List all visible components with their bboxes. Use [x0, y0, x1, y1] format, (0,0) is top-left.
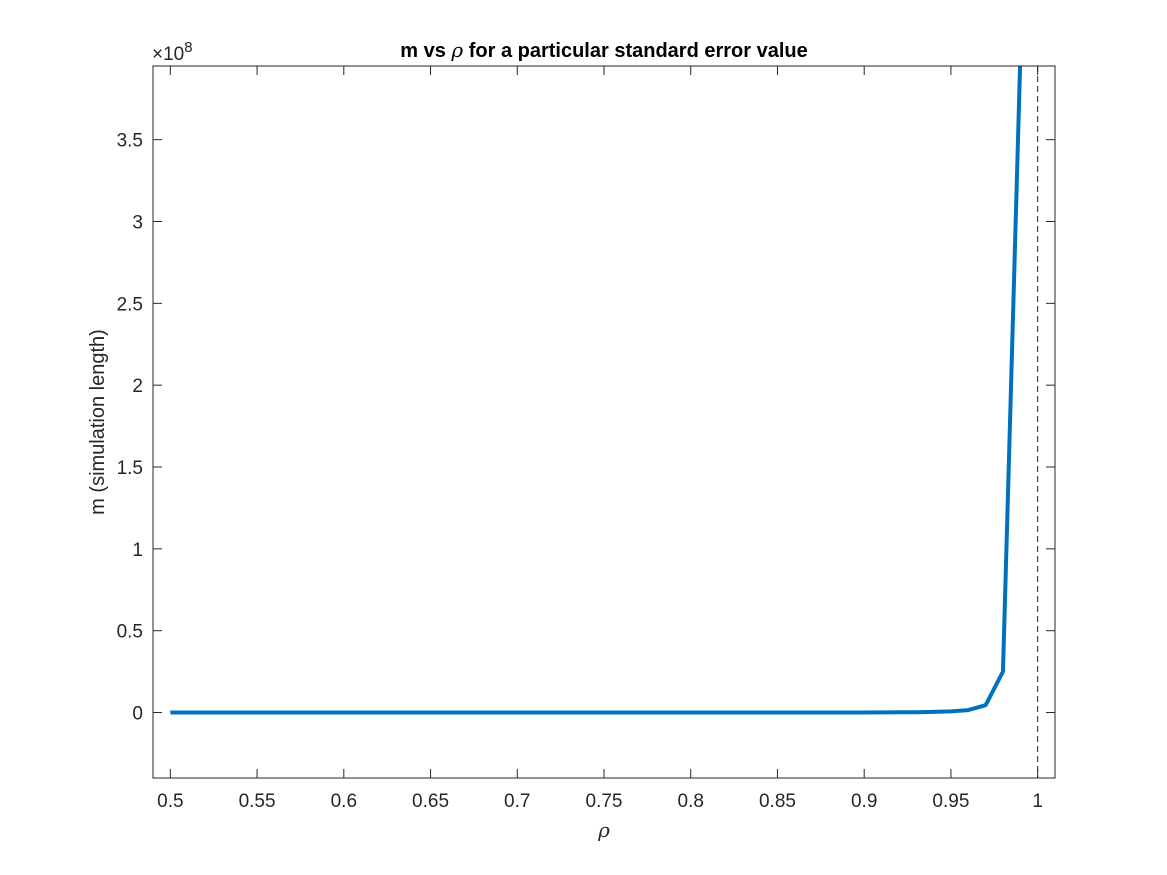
- x-tick-label: 0.85: [759, 791, 796, 812]
- y-tick-label: 1.5: [117, 458, 143, 479]
- y-tick-label: 0: [132, 704, 143, 725]
- x-tick-label: 0.8: [678, 791, 704, 812]
- y-axis-label: m (simulation length): [87, 329, 109, 515]
- x-tick-label: 0.55: [239, 791, 276, 812]
- y-tick-label: 3: [132, 212, 143, 233]
- x-tick-label: 0.6: [331, 791, 357, 812]
- y-exponent-power: 8: [184, 39, 192, 56]
- x-tick-label: 1: [1032, 791, 1043, 812]
- title-rho-symbol: ρ: [450, 38, 463, 62]
- x-tick-label: 0.95: [932, 791, 969, 812]
- y-tick-label: 2: [132, 376, 143, 397]
- x-axis-label: ρ: [597, 818, 610, 842]
- x-tick-label: 0.65: [412, 791, 449, 812]
- chart-title: m vs ρ for a particular standard error v…: [400, 38, 807, 62]
- x-tick-label: 0.7: [504, 791, 530, 812]
- axes-box: [152, 65, 1056, 779]
- series-line: [170, 66, 1023, 715]
- x-tick-label: 0.75: [586, 791, 623, 812]
- y-tick-label: 1: [132, 540, 143, 561]
- y-tick-label: 2.5: [117, 294, 143, 315]
- y-exponent-label: ×108: [152, 39, 193, 65]
- y-tick-label: 0.5: [117, 622, 143, 643]
- x-tick-label: 0.5: [157, 791, 183, 812]
- y-tick-label: 3.5: [117, 131, 143, 152]
- x-tick-label: 0.9: [851, 791, 877, 812]
- plot-area: [153, 66, 1055, 778]
